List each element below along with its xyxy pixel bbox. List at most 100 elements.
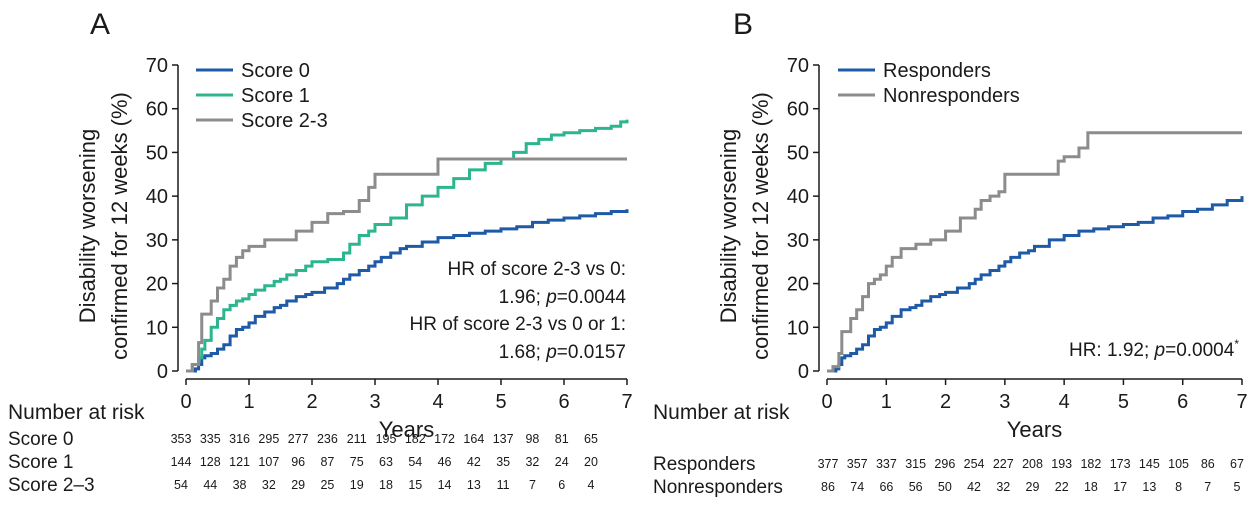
risk-row-label: Score 1 bbox=[8, 452, 73, 473]
risk-cell: 193 bbox=[1051, 457, 1072, 471]
y-tick-label: 40 bbox=[787, 186, 809, 208]
risk-cell: 5 bbox=[1234, 480, 1241, 494]
risk-cell: 7 bbox=[1204, 480, 1211, 494]
x-tick-label: 3 bbox=[369, 391, 380, 413]
risk-cell: 128 bbox=[200, 455, 221, 469]
x-tick-label: 7 bbox=[1236, 391, 1247, 413]
risk-cell: 15 bbox=[408, 478, 422, 492]
x-tick-label: 4 bbox=[432, 391, 443, 413]
y-tick-label: 20 bbox=[146, 274, 168, 296]
risk-cell: 357 bbox=[847, 457, 868, 471]
panel-letter: B bbox=[733, 8, 753, 41]
risk-cell: 46 bbox=[438, 455, 452, 469]
risk-row-label: Responders bbox=[653, 454, 755, 475]
risk-cell: 277 bbox=[288, 432, 309, 446]
hr-annotation: 1.68; p=0.0157 bbox=[499, 342, 626, 363]
risk-cell: 211 bbox=[347, 432, 367, 446]
risk-cell: 32 bbox=[996, 480, 1010, 494]
x-tick-label: 5 bbox=[495, 391, 506, 413]
hr-annotation: HR of score 2-3 vs 0: bbox=[448, 259, 626, 280]
risk-cell: 315 bbox=[905, 457, 926, 471]
series-line-1 bbox=[827, 131, 1242, 373]
risk-cell: 29 bbox=[1026, 480, 1040, 494]
risk-cell: 74 bbox=[850, 480, 864, 494]
risk-cell: 8 bbox=[1175, 480, 1182, 494]
risk-cell: 44 bbox=[203, 478, 217, 492]
risk-cell: 172 bbox=[434, 432, 455, 446]
risk-cell: 107 bbox=[258, 455, 279, 469]
risk-cell: 54 bbox=[408, 455, 422, 469]
risk-cell: 254 bbox=[964, 457, 985, 471]
risk-cell: 38 bbox=[233, 478, 247, 492]
risk-cell: 13 bbox=[467, 478, 481, 492]
risk-cell: 24 bbox=[555, 455, 569, 469]
risk-cell: 296 bbox=[934, 457, 955, 471]
x-tick-label: 2 bbox=[306, 391, 317, 413]
risk-cell: 20 bbox=[584, 455, 598, 469]
panel-letter: A bbox=[90, 8, 110, 41]
risk-cell: 25 bbox=[320, 478, 334, 492]
risk-cell: 377 bbox=[818, 457, 839, 471]
risk-cell: 227 bbox=[993, 457, 1014, 471]
y-axis-title: confirmed for 12 weeks (%) bbox=[748, 92, 773, 360]
y-axis-title: Disability worsening bbox=[75, 129, 100, 323]
risk-cell: 11 bbox=[497, 478, 510, 492]
risk-cell: 14 bbox=[438, 478, 452, 492]
y-tick-label: 60 bbox=[787, 99, 809, 121]
legend-label: Score 2-3 bbox=[241, 110, 328, 132]
risk-cell: 54 bbox=[174, 478, 188, 492]
risk-cell: 105 bbox=[1168, 457, 1189, 471]
risk-cell: 18 bbox=[1084, 480, 1098, 494]
series-line-1 bbox=[186, 119, 629, 373]
risk-cell: 75 bbox=[350, 455, 364, 469]
hr-annotation: HR of score 2-3 vs 0 or 1: bbox=[410, 314, 626, 335]
risk-cell: 144 bbox=[171, 455, 192, 469]
y-tick-label: 10 bbox=[146, 317, 168, 339]
hr-annotation: HR: 1.92; p=0.0004* bbox=[1069, 337, 1239, 361]
legend-label: Nonresponders bbox=[883, 85, 1020, 107]
risk-cell: 19 bbox=[350, 478, 364, 492]
x-tick-label: 0 bbox=[821, 391, 832, 413]
y-tick-label: 0 bbox=[798, 361, 809, 383]
x-axis-title: Years bbox=[379, 417, 434, 442]
series-line-0 bbox=[827, 196, 1244, 373]
risk-cell: 17 bbox=[1113, 480, 1127, 494]
y-tick-label: 30 bbox=[146, 230, 168, 252]
risk-cell: 173 bbox=[1110, 457, 1131, 471]
y-tick-label: 60 bbox=[146, 99, 168, 121]
risk-cell: 6 bbox=[558, 478, 565, 492]
risk-cell: 4 bbox=[588, 478, 595, 492]
risk-cell: 56 bbox=[909, 480, 923, 494]
risk-cell: 208 bbox=[1022, 457, 1043, 471]
risk-cell: 86 bbox=[1201, 457, 1215, 471]
risk-cell: 65 bbox=[584, 432, 598, 446]
x-tick-label: 0 bbox=[180, 391, 191, 413]
risk-cell: 22 bbox=[1055, 480, 1069, 494]
risk-cell: 295 bbox=[258, 432, 279, 446]
x-tick-label: 1 bbox=[243, 391, 254, 413]
x-tick-label: 1 bbox=[881, 391, 892, 413]
risk-cell: 335 bbox=[200, 432, 221, 446]
risk-table-title: Number at risk bbox=[8, 401, 145, 424]
y-tick-label: 30 bbox=[787, 230, 809, 252]
risk-cell: 145 bbox=[1139, 457, 1160, 471]
y-tick-label: 0 bbox=[157, 361, 168, 383]
risk-cell: 7 bbox=[529, 478, 536, 492]
risk-cell: 67 bbox=[1230, 457, 1244, 471]
panel-a: A 0 10 20 30 40 50 60 70 0 1 2 3 4 5 6 7 Years Disability … bbox=[8, 8, 633, 496]
risk-row-label: Score 2–3 bbox=[8, 475, 95, 496]
risk-cell: 32 bbox=[262, 478, 276, 492]
x-axis-title: Years bbox=[1007, 417, 1062, 442]
risk-row-label: Nonresponders bbox=[653, 477, 783, 498]
risk-cell: 32 bbox=[525, 455, 539, 469]
legend-label: Score 0 bbox=[241, 60, 310, 82]
x-tick-label: 3 bbox=[999, 391, 1010, 413]
y-tick-label: 20 bbox=[787, 274, 809, 296]
risk-cell: 98 bbox=[525, 432, 539, 446]
risk-cell: 18 bbox=[379, 478, 393, 492]
legend-label: Score 1 bbox=[241, 85, 310, 107]
y-tick-label: 10 bbox=[787, 317, 809, 339]
series-line-0 bbox=[186, 209, 629, 373]
